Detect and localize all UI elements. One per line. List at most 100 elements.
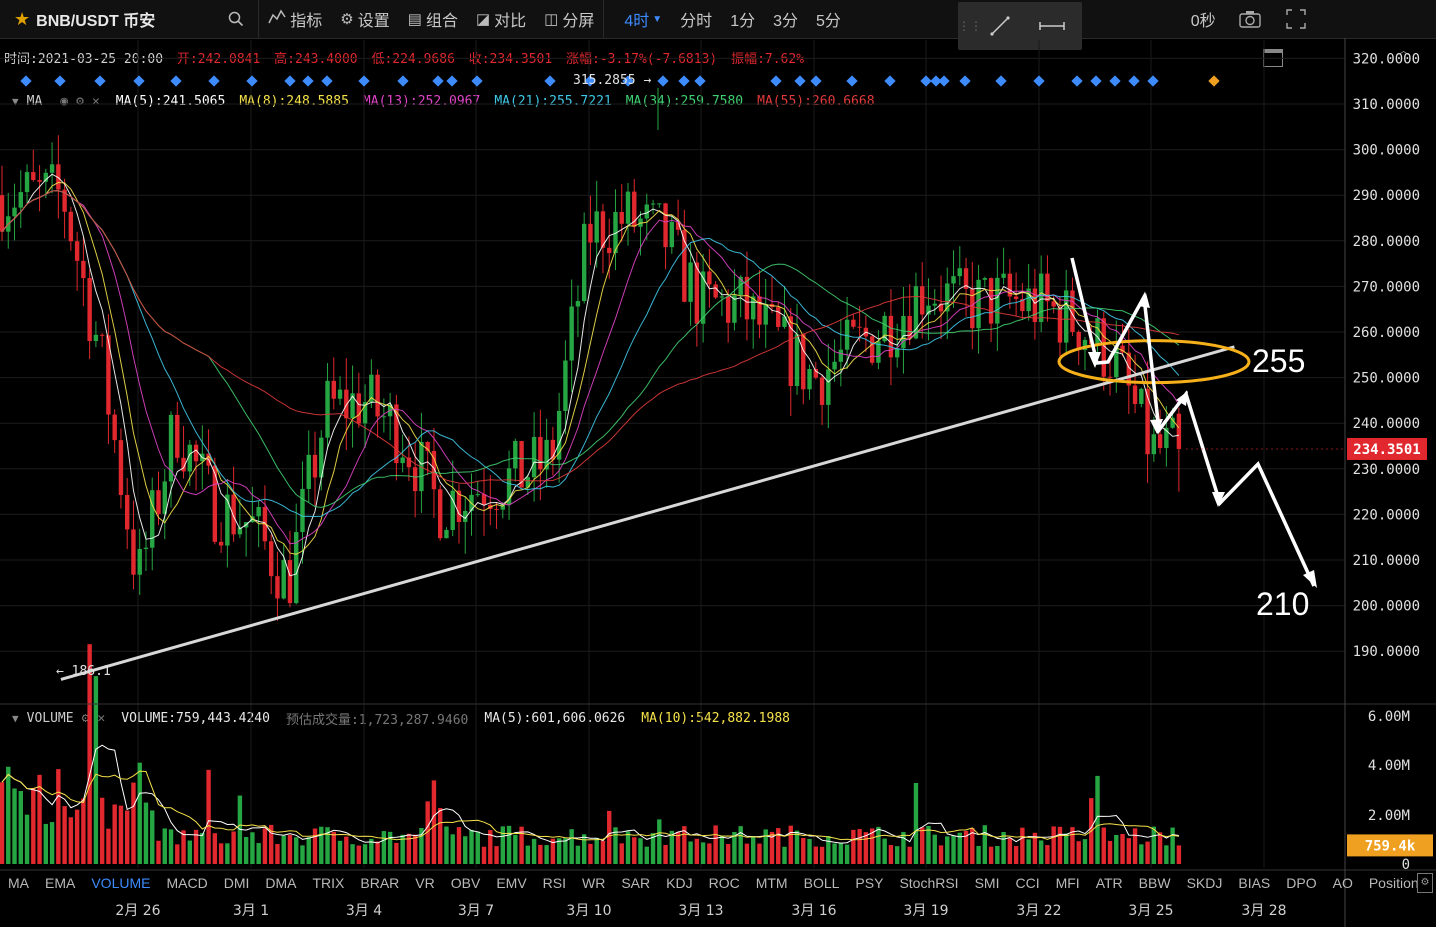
screenshot-button[interactable] (1225, 0, 1270, 38)
indicator-tab-ema[interactable]: EMA (45, 875, 76, 891)
split-screen-button[interactable]: ◫ 分屏 (535, 0, 603, 38)
candle-body (876, 341, 881, 363)
trendline-tool-button[interactable] (974, 2, 1026, 50)
drag-handle-icon[interactable]: ⋮⋮ (958, 19, 982, 33)
candle-body (945, 283, 950, 312)
interval-4h[interactable]: 4时 ▼ (604, 0, 671, 38)
interval-5m[interactable]: 5分 (807, 0, 850, 38)
close-icon[interactable]: ✕ (97, 711, 106, 726)
signal-diamond (432, 75, 444, 87)
candle-body (970, 288, 975, 329)
indicator-tab-cci[interactable]: CCI (1015, 875, 1040, 891)
arrow-head-icon (1176, 391, 1188, 406)
candle-body (776, 307, 781, 327)
volume-bar (1132, 828, 1138, 864)
candle-body (68, 211, 74, 242)
info-close: 收:234.3501 (468, 52, 553, 67)
indicator-tab-dmi[interactable]: DMI (223, 875, 250, 891)
indicator-tab-smi[interactable]: SMI (974, 875, 1000, 891)
indicator-tab-brar[interactable]: BRAR (360, 875, 400, 891)
candle-body (1145, 388, 1150, 455)
volume-bar (813, 846, 818, 864)
indicator-tab-stochrsi[interactable]: StochRSI (899, 875, 959, 891)
chevron-down-icon[interactable]: ▼ (12, 712, 19, 725)
settings-button[interactable]: ⚙ 设置 (331, 0, 398, 38)
indicator-tab-psy[interactable]: PSY (855, 875, 884, 891)
indicator-tab-trix[interactable]: TRIX (312, 875, 345, 891)
indicator-tab-macd[interactable]: MACD (166, 875, 208, 891)
current-volume-label: 759.4k (1365, 838, 1416, 854)
volume-bar (24, 814, 30, 864)
indicator-tab-mtm[interactable]: MTM (755, 875, 788, 891)
candle-body (813, 369, 818, 378)
candle-body (1170, 417, 1175, 428)
indicator-tab-rsi[interactable]: RSI (542, 875, 567, 891)
eye-icon[interactable]: ◉ (60, 94, 69, 109)
indicator-tab-kdj[interactable]: KDJ (666, 875, 693, 891)
indicator-tab-skdj[interactable]: SKDJ (1186, 875, 1223, 891)
gear-icon[interactable]: ⚙ (81, 711, 90, 726)
volume-tick-label: 6.00M (1368, 709, 1410, 725)
indicator-tab-atr[interactable]: ATR (1095, 875, 1123, 891)
indicator-tab-vr[interactable]: VR (415, 875, 435, 891)
indicator-tab-ao[interactable]: AO (1332, 875, 1353, 891)
fullscreen-button[interactable] (1270, 0, 1315, 38)
volume-bar (150, 810, 155, 864)
indicator-tab-mfi[interactable]: MFI (1055, 875, 1080, 891)
candle-body (688, 262, 693, 302)
interval-1m[interactable]: 1分 (721, 0, 764, 38)
volume-bar (550, 838, 556, 864)
indicator-tab-volume[interactable]: VOLUME (91, 875, 151, 891)
candle-body (237, 527, 243, 535)
indicator-tab-position[interactable]: Position (1368, 875, 1419, 891)
gear-icon[interactable]: ⚙ (76, 94, 84, 109)
volume-bar (638, 838, 643, 864)
volume-bar (920, 827, 925, 864)
indicator-tab-emv[interactable]: EMV (496, 875, 527, 891)
volume-ma10-line (1, 770, 1179, 841)
ma13-line (1, 190, 1180, 545)
indicator-tab-obv[interactable]: OBV (450, 875, 481, 891)
indicator-tab-ma[interactable]: MA (8, 875, 29, 891)
volume-label: VOLUME (26, 711, 74, 726)
candle-body (894, 348, 900, 358)
indicators-button[interactable]: 指标 (259, 0, 331, 38)
estimated-volume: 预估成交量:1,723,287.9460 (285, 713, 469, 728)
compare-button[interactable]: ◪ 对比 (467, 0, 535, 38)
indicator-tab-bbw[interactable]: BBW (1138, 875, 1171, 891)
favorite-star-icon[interactable]: ★ (14, 8, 31, 29)
indicator-settings-icon[interactable]: ⚙ (1417, 873, 1433, 893)
candle-body (469, 494, 474, 511)
symbol-selector[interactable]: ★ BNB/USDT 币安 (0, 0, 164, 38)
combo-button[interactable]: ▤ 组合 (399, 0, 467, 38)
search-button[interactable] (164, 0, 258, 38)
close-icon[interactable]: ✕ (91, 94, 100, 109)
candle-body (1139, 388, 1144, 404)
indicator-tab-wr[interactable]: WR (582, 875, 606, 891)
indicator-tab-roc[interactable]: ROC (708, 875, 740, 891)
candle-body (93, 334, 99, 342)
calendar-icon[interactable] (1263, 49, 1283, 67)
indicator-tab-dma[interactable]: DMA (265, 875, 297, 891)
candle-body (744, 276, 750, 320)
chevron-down-icon: ▼ (652, 13, 663, 25)
indicator-tab-boll[interactable]: BOLL (803, 875, 840, 891)
candle-body (18, 192, 23, 208)
collapse-icon[interactable]: ︿ (1398, 45, 1409, 57)
indicator-tab-dpo[interactable]: DPO (1286, 875, 1317, 891)
volume-bar (81, 798, 86, 864)
signal-diamond (995, 75, 1007, 87)
indicator-tab-bias[interactable]: BIAS (1238, 875, 1271, 891)
chevron-down-icon[interactable]: ▼ (12, 95, 19, 108)
candle-body (619, 212, 624, 224)
candle-body (807, 369, 812, 390)
candle-body (43, 172, 49, 182)
interval-3m[interactable]: 3分 (764, 0, 807, 38)
candle-body (56, 164, 61, 190)
signal-diamond (770, 75, 782, 87)
indicator-tab-sar[interactable]: SAR (621, 875, 651, 891)
y-tick-label: 230.0000 (1353, 462, 1420, 478)
interval-timeline[interactable]: 分时 (671, 0, 721, 38)
horizontal-line-tool-button[interactable] (1026, 2, 1078, 50)
